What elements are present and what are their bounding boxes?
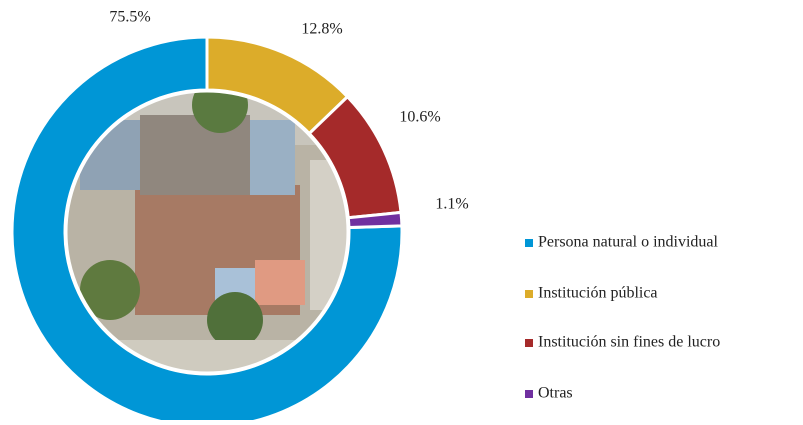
legend-swatch	[525, 239, 533, 247]
legend-label: Persona natural o individual	[538, 234, 719, 251]
legend-label: Institución sin fines de lucro	[538, 334, 720, 351]
data-label: 10.6%	[399, 109, 440, 126]
data-label: 1.1%	[435, 196, 468, 213]
data-label: 12.8%	[301, 21, 342, 38]
legend-label: Otras	[538, 385, 573, 402]
data-label: 75.5%	[109, 9, 150, 26]
chart: 75.5% 12.8% 10.6% 1.1% Persona natural o ind…	[0, 0, 803, 420]
legend-label: Institución pública	[538, 285, 658, 302]
legend-swatch	[525, 290, 533, 298]
legend-swatch	[525, 339, 533, 347]
legend-swatch	[525, 390, 533, 398]
